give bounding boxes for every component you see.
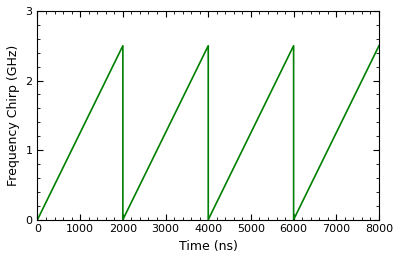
X-axis label: Time (ns): Time (ns): [179, 240, 238, 253]
Y-axis label: Frequency Chirp (GHz): Frequency Chirp (GHz): [7, 45, 20, 186]
